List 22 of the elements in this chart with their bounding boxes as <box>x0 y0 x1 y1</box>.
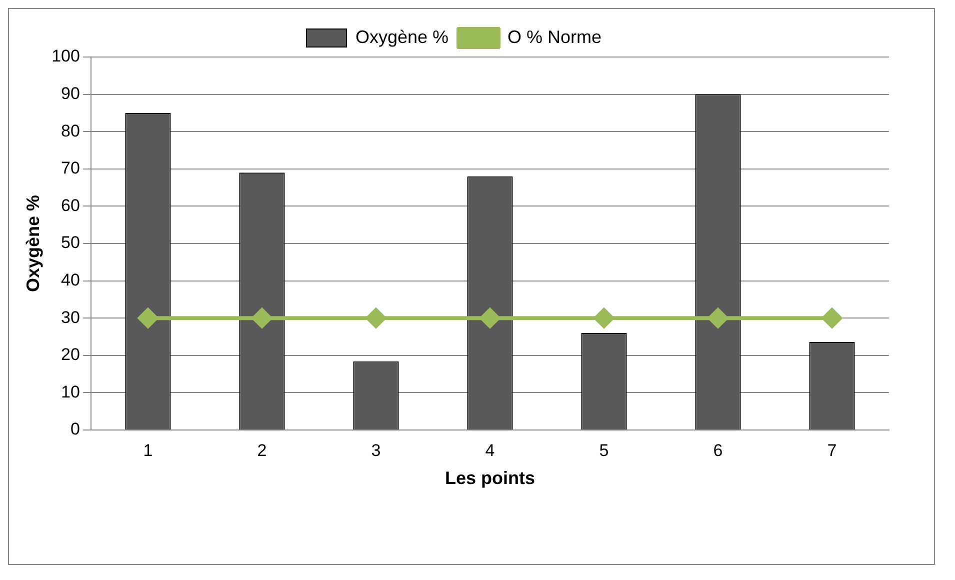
y-tick-label: 50 <box>61 233 80 252</box>
y-tick-label: 100 <box>52 46 80 66</box>
legend-label: O % Norme <box>508 26 602 47</box>
y-tick-label: 40 <box>61 270 80 290</box>
x-tick-label: 6 <box>713 440 723 460</box>
x-tick-label: 2 <box>257 440 267 460</box>
x-tick-label: 3 <box>371 440 381 460</box>
y-tick-label: 80 <box>61 121 80 140</box>
y-tick-label: 60 <box>61 196 80 215</box>
legend-label: Oxygène % <box>355 26 449 47</box>
x-tick-label: 7 <box>827 440 837 460</box>
y-tick-label: 90 <box>61 84 80 103</box>
x-axis-title: Les points <box>444 468 535 488</box>
y-tick-label: 10 <box>61 382 80 402</box>
y-tick-label: 30 <box>61 308 80 327</box>
x-tick-label: 1 <box>143 440 153 460</box>
y-tick-label: 20 <box>61 345 80 364</box>
y-axis-title: Oxygène % <box>22 194 43 292</box>
x-tick-label: 5 <box>599 440 609 460</box>
x-tick-label: 4 <box>485 440 495 460</box>
y-tick-label: 0 <box>70 420 80 439</box>
y-tick-label: 70 <box>61 158 80 178</box>
